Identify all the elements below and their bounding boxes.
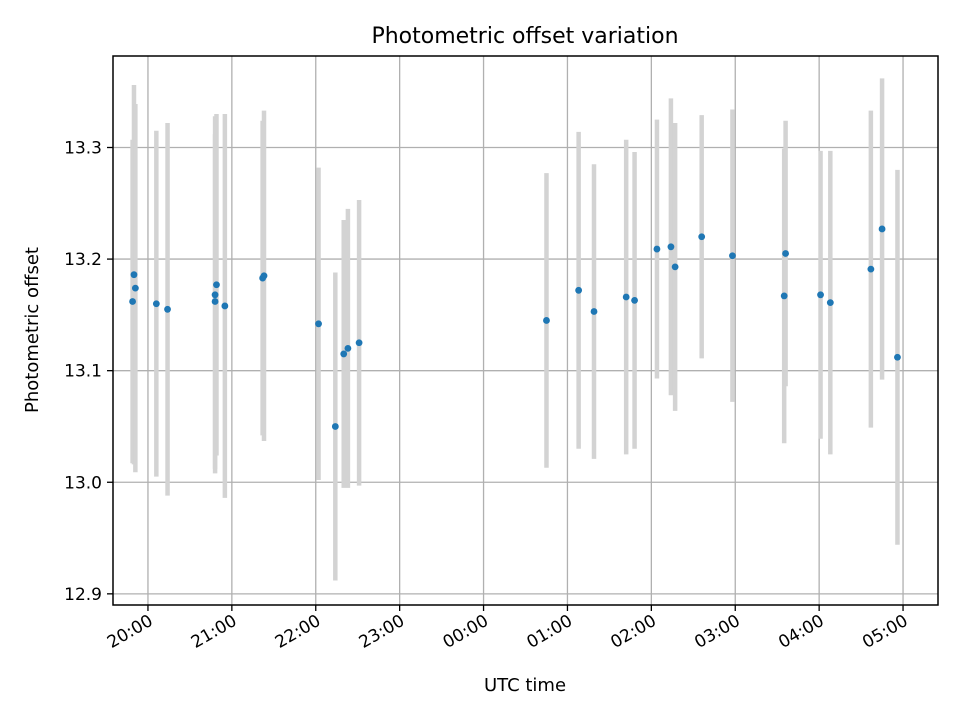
data-point xyxy=(213,281,220,289)
data-point xyxy=(817,291,824,299)
data-point xyxy=(131,284,139,292)
data-point xyxy=(780,292,788,300)
data-points xyxy=(129,225,901,430)
data-point xyxy=(260,272,268,280)
error-bars xyxy=(130,78,900,581)
y-tick-label: 13.0 xyxy=(64,473,102,493)
data-point xyxy=(575,286,583,294)
data-point xyxy=(221,302,229,310)
data-point xyxy=(622,293,630,301)
data-point xyxy=(211,298,219,305)
chart-title: Photometric offset variation xyxy=(371,24,678,49)
data-point xyxy=(782,250,789,257)
y-axis-label: Photometric offset xyxy=(22,247,43,413)
data-point xyxy=(130,271,138,279)
data-point xyxy=(631,296,638,304)
x-tick-label: 22:00 xyxy=(272,611,324,653)
y-tick-label: 13.1 xyxy=(64,362,102,382)
data-point xyxy=(729,252,736,260)
data-point xyxy=(590,308,598,315)
grid xyxy=(113,56,938,605)
x-tick-label: 03:00 xyxy=(691,611,743,653)
x-tick-label: 05:00 xyxy=(859,611,911,653)
data-point xyxy=(878,225,886,233)
x-tick-label: 20:00 xyxy=(104,611,156,653)
data-point xyxy=(152,300,160,308)
y-tick-label: 13.2 xyxy=(64,250,102,270)
data-point xyxy=(331,423,339,430)
x-tick-label: 04:00 xyxy=(775,611,827,653)
data-point xyxy=(344,344,352,352)
data-point xyxy=(826,299,834,307)
y-tick-label: 13.3 xyxy=(64,139,102,159)
data-point xyxy=(211,291,219,299)
y-tick-label: 12.9 xyxy=(64,585,102,605)
x-tick-label: 21:00 xyxy=(188,611,240,653)
data-point xyxy=(129,298,136,305)
x-tick-label: 02:00 xyxy=(607,611,659,653)
x-axis-label: UTC time xyxy=(484,675,566,696)
x-tick-label: 23:00 xyxy=(356,611,408,653)
data-point xyxy=(543,317,550,324)
data-point xyxy=(315,320,322,328)
data-point xyxy=(164,305,171,313)
x-tick-label: 01:00 xyxy=(524,611,576,653)
x-tick-label: 00:00 xyxy=(440,611,492,653)
data-point xyxy=(867,265,875,273)
plot-frame xyxy=(112,55,939,606)
data-point xyxy=(653,245,661,253)
data-point xyxy=(698,233,706,241)
data-point xyxy=(355,339,363,347)
data-point xyxy=(894,353,901,361)
data-point xyxy=(671,263,679,271)
data-point xyxy=(340,350,348,358)
data-point xyxy=(667,243,675,251)
